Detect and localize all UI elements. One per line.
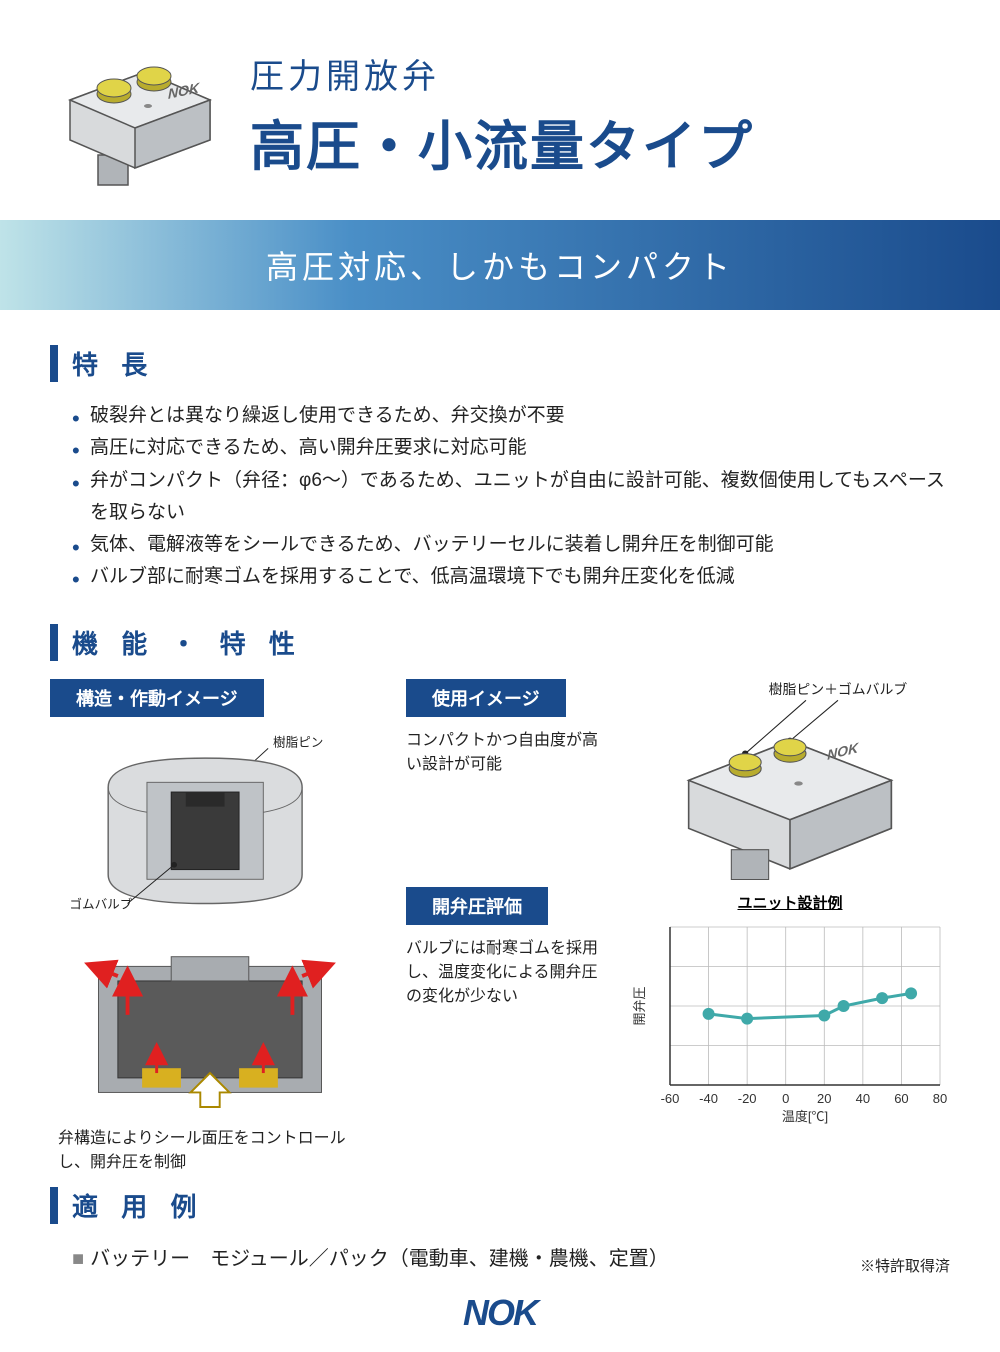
mid-column: 使用イメージ コンパクトかつ自由度が高い設計が可能 開弁圧評価 バルブには耐寒ゴ… [406,679,606,1175]
feature-item: 気体、電解液等をシールできるため、バッテリーセルに装着し開弁圧を制御可能 [72,529,950,561]
usage-badge: 使用イメージ [406,679,566,717]
header: NOK 圧力開放弁 高圧・小流量タイプ [0,0,1000,220]
far-column: 樹脂ピン＋ゴムバルブ [630,679,950,1175]
product-subtitle: 圧力開放弁 [250,49,950,98]
feature-item: 破裂弁とは異なり繰返し使用できるため、弁交換が不要 [72,400,950,432]
structure-diagram-2 [50,947,370,1117]
svg-text:20: 20 [817,1091,831,1106]
pin-valve-combo-label: 樹脂ピン＋ゴムバルブ [769,681,908,697]
product-title: 高圧・小流量タイプ [250,102,950,181]
usage-caption: コンパクトかつ自由度が高い設計が可能 [406,729,606,777]
svg-text:0: 0 [782,1091,789,1106]
svg-text:温度[℃]: 温度[℃] [782,1109,828,1124]
functions-heading: 機 能 ・ 特 性 [50,624,950,661]
tagline-bar: 高圧対応、しかもコンパクト [0,220,1000,310]
svg-text:-40: -40 [699,1091,718,1106]
rubber-valve-label: ゴムバルブ [69,896,132,911]
features-heading: 特 長 [50,345,950,382]
svg-text:-60: -60 [661,1091,680,1106]
pressure-chart: -60-40-20020406080温度[℃]開弁圧 [630,917,950,1117]
svg-text:-20: -20 [738,1091,757,1106]
features-list: 破裂弁とは異なり繰返し使用できるため、弁交換が不要 高圧に対応できるため、高い開… [72,400,950,594]
evaluation-badge: 開弁圧評価 [406,887,548,925]
svg-text:40: 40 [856,1091,870,1106]
functions-grid: 構造・作動イメージ 樹脂ピン [50,679,950,1175]
content: 特 長 破裂弁とは異なり繰返し使用できるため、弁交換が不要 高圧に対応できるため… [0,310,1000,1281]
resin-pin-label: 樹脂ピン [273,735,323,749]
structure-column: 構造・作動イメージ 樹脂ピン [50,679,370,1175]
applications-section: 適 用 例 ■ バッテリー モジュール／パック（電動車、建機・農機、定置） [50,1187,950,1271]
right-column: 使用イメージ コンパクトかつ自由度が高い設計が可能 開弁圧評価 バルブには耐寒ゴ… [406,679,950,1175]
feature-item: 弁がコンパクト（弁径：φ6〜）であるため、ユニットが自由に設計可能、複数個使用し… [72,465,950,530]
feature-item: バルブ部に耐寒ゴムを採用することで、低高温環境下でも開弁圧変化を低減 [72,561,950,593]
footer-logo: NOK [463,1292,537,1334]
structure-diagram-1: 樹脂ピン ゴムバルブ [50,729,370,939]
structure-caption: 弁構造によりシール面圧をコントロールし、開弁圧を制御 [50,1127,370,1175]
evaluation-caption: バルブには耐寒ゴムを採用し、温度変化による開弁圧の変化が少ない [406,937,606,1009]
square-bullet-icon: ■ [72,1248,84,1270]
svg-text:80: 80 [933,1091,947,1106]
product-icon: NOK [50,40,220,190]
unit-example-diagram: 樹脂ピン＋ゴムバルブ [630,679,950,882]
svg-text:開弁圧: 開弁圧 [632,987,647,1026]
applications-line: ■ バッテリー モジュール／パック（電動車、建機・農機、定置） [72,1242,950,1271]
page: NOK 圧力開放弁 高圧・小流量タイプ 高圧対応、しかもコンパクト 特 長 破裂… [0,0,1000,1352]
applications-heading: 適 用 例 [50,1187,950,1224]
patent-note: ※特許取得済 [860,1255,950,1276]
unit-example-caption: ユニット設計例 [630,892,950,913]
svg-text:60: 60 [894,1091,908,1106]
feature-item: 高圧に対応できるため、高い開弁圧要求に対応可能 [72,432,950,464]
structure-badge: 構造・作動イメージ [50,679,264,717]
applications-text: バッテリー モジュール／パック（電動車、建機・農機、定置） [90,1248,669,1270]
tagline-text: 高圧対応、しかもコンパクト [266,242,734,288]
svg-text:NOK: NOK [827,739,859,763]
header-text: 圧力開放弁 高圧・小流量タイプ [250,49,950,181]
